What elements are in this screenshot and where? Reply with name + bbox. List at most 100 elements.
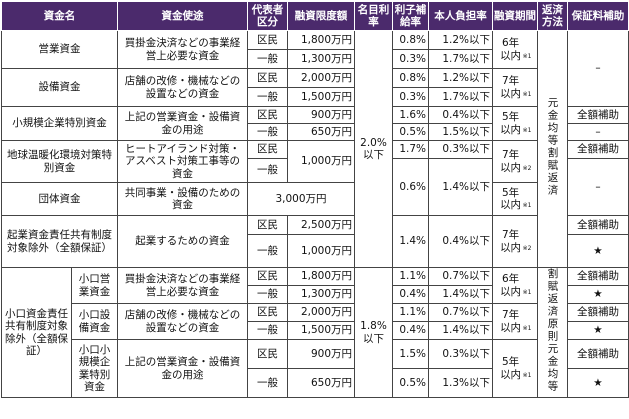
table-cell: 区民 bbox=[247, 140, 288, 159]
table-row: 小規模企業特別資金 上記の営業資金・設備資金の用途 区民 900万円 1.6% 0.4%以… bbox=[1, 106, 629, 141]
table-cell: 0.5% bbox=[392, 368, 429, 398]
table-cell: 一般 bbox=[247, 234, 288, 268]
table-cell: 元金均等割賦返済 bbox=[537, 30, 568, 268]
table-row: 一般 650万円 0.5% 1.3%以下 ★ bbox=[2, 368, 629, 398]
table-cell: 0.4%以下 bbox=[428, 215, 493, 268]
table-cell: 買掛金決済などの事業経営上必要な資金 bbox=[117, 30, 248, 69]
table-cell: 7年以内 bbox=[500, 75, 522, 100]
table-cell: 区民 bbox=[247, 303, 288, 322]
table-cell: ★ bbox=[567, 321, 629, 340]
table-cell: 5年以内 ※1 bbox=[492, 339, 538, 398]
table-cell: – bbox=[567, 158, 629, 216]
table-cell: 1.7% bbox=[392, 140, 429, 159]
table-cell: 5年以内 bbox=[500, 356, 522, 381]
table-cell: 5年以内 bbox=[500, 111, 522, 136]
table-cell: 小口営業資金 bbox=[71, 267, 118, 304]
table-cell: 1.5%以下 bbox=[428, 123, 493, 141]
table-cell: 5年以内 ※1 bbox=[492, 106, 538, 141]
table-cell: 0.8% bbox=[392, 30, 429, 50]
table-cell: 6年以内 ※1 bbox=[492, 30, 538, 69]
table-cell: 全額補助 bbox=[567, 106, 629, 124]
table-cell: 7年以内 bbox=[500, 149, 522, 174]
footnote-mark: ※1 bbox=[522, 52, 532, 60]
header-cell: 本人負担率 bbox=[428, 1, 493, 31]
table-cell: 0.4% bbox=[392, 285, 429, 304]
table-cell: 7年以内 ※2 bbox=[492, 140, 538, 183]
table-cell: 区民 bbox=[247, 68, 288, 88]
footnote-mark: ※1 bbox=[522, 324, 532, 332]
table-row: 起業資金責任共有制度対象除外（全額保証） 起業するための資金 区民 2,500万円 1.… bbox=[1, 215, 629, 268]
table-cell: 全額補助 bbox=[567, 339, 629, 369]
table-cell: 小口設備資金 bbox=[71, 303, 118, 340]
table-cell: 0.3% bbox=[392, 87, 429, 107]
footnote-mark: ※1 bbox=[522, 371, 532, 379]
table-cell: 1.7%以下 bbox=[428, 49, 493, 69]
table-cell: 0.4% bbox=[392, 321, 429, 340]
table-cell: 全額補助 bbox=[567, 303, 629, 322]
table-cell: 1.2%以下 bbox=[428, 30, 493, 50]
table-cell: 6年以内 bbox=[500, 37, 522, 62]
header-cell: 代表者区分 bbox=[247, 1, 288, 31]
table-cell: 一般 bbox=[247, 87, 288, 107]
table-row: 小口設備資金 店舗の改修・機械などの設置などの資金 区民 2,000万円 1.1% 0.7… bbox=[2, 303, 629, 340]
header-cell: 融資限度額 bbox=[287, 1, 355, 31]
table-cell: 6年以内 ※1 bbox=[492, 267, 538, 304]
table-row: 小口小規模企業特別資金 上記の営業資金・設備資金の用途 区民 900万円 1.5% 0.3… bbox=[2, 339, 629, 398]
table-cell: 1,300万円 bbox=[287, 49, 355, 69]
table-cell: 一般 bbox=[247, 49, 288, 69]
table-cell: 区民 bbox=[247, 30, 288, 50]
table-cell: 小口小規模企業特別資金 bbox=[71, 339, 118, 398]
loan-table: 資金名 資金使途 代表者区分 融資限度額 名目利率 利子補給率 本人負担率 融資期間 返済方法保… bbox=[1, 1, 629, 398]
table-cell: 0.3%以下 bbox=[428, 339, 493, 369]
table-cell: 0.3%以下 bbox=[428, 140, 493, 159]
table-row: 営業資金 買掛金決済などの事業経営上必要な資金 区民 1,800万円 2.0%以下 0.8… bbox=[1, 30, 629, 268]
table-row: 地球温暖化環境対策特別資金 ヒートアイランド対策・アスベスト対策工事等の資金 区民 1… bbox=[1, 140, 629, 183]
table-cell: 1.5% bbox=[392, 339, 429, 369]
table-cell: 1,500万円 bbox=[287, 87, 355, 107]
table-cell: 区民 bbox=[247, 106, 288, 124]
table-cell: 5年以内 bbox=[500, 186, 522, 211]
header-cell: 保証料補助 bbox=[567, 1, 629, 31]
table-cell: 設備資金 bbox=[1, 68, 118, 107]
table-cell: 0.8% bbox=[392, 68, 429, 88]
table-cell: ★ bbox=[567, 285, 629, 304]
table-cell: 7年以内 ※1 bbox=[492, 303, 538, 340]
table-cell: 店舗の改修・機械などの設置などの資金 bbox=[117, 68, 248, 107]
table-cell: 全額補助 bbox=[567, 215, 629, 235]
table-cell: 割賦返済原則元金均等 bbox=[537, 267, 568, 398]
footnote-mark: ※1 bbox=[522, 288, 532, 296]
table-cell: 小規模企業特別資金 bbox=[1, 106, 118, 141]
table-cell: 1.4%以下 bbox=[428, 321, 493, 340]
table-cell: ★ bbox=[567, 234, 629, 268]
table-cell: 元金均等割賦返済 bbox=[546, 97, 559, 198]
table-cell: – bbox=[567, 30, 629, 107]
table-cell: 上記の営業資金・設備資金の用途 bbox=[117, 106, 248, 141]
header-cell: 返済方法 bbox=[537, 1, 568, 31]
table-cell: 一般 bbox=[247, 158, 288, 183]
footnote-mark: ※1 bbox=[522, 202, 532, 209]
table-cell: 900万円 bbox=[287, 106, 355, 124]
table-cell: 一般 bbox=[247, 285, 288, 304]
table-row: 一般 1,300万円 0.4% 1.4%以下 ★ bbox=[2, 285, 629, 304]
table-cell: 1,000万円 bbox=[287, 234, 355, 268]
table-cell: ★ bbox=[567, 368, 629, 398]
table-cell: 7年以内 bbox=[500, 229, 522, 254]
table-cell: 7年以内 bbox=[500, 309, 522, 334]
table-cell: 900万円 bbox=[287, 339, 355, 369]
table-cell: 区民 bbox=[247, 339, 288, 369]
table-cell: 1,000万円 bbox=[287, 140, 355, 183]
header-cell: 資金名 bbox=[1, 1, 118, 31]
table-cell: 650万円 bbox=[287, 123, 355, 141]
table-cell: 1.6% bbox=[392, 106, 429, 124]
table-cell: 0.5% bbox=[392, 123, 429, 141]
table-cell: 全額補助 bbox=[567, 267, 629, 286]
header-cell: 名目利率 bbox=[354, 1, 393, 31]
table-cell: 650万円 bbox=[287, 368, 355, 398]
table-cell: 1,300万円 bbox=[287, 285, 355, 304]
table-cell: 割賦返済原則元金均等 bbox=[546, 268, 559, 394]
table-cell: 小口資金責任共有制度対象除外（全額保証） bbox=[1, 267, 72, 398]
header-cell: 利子補給率 bbox=[392, 1, 429, 31]
table-cell: 団体資金 bbox=[1, 182, 118, 216]
table-cell: 1,800万円 bbox=[287, 267, 355, 286]
table-row: 一般 650万円 0.5% 1.5%以下 – bbox=[2, 123, 629, 141]
